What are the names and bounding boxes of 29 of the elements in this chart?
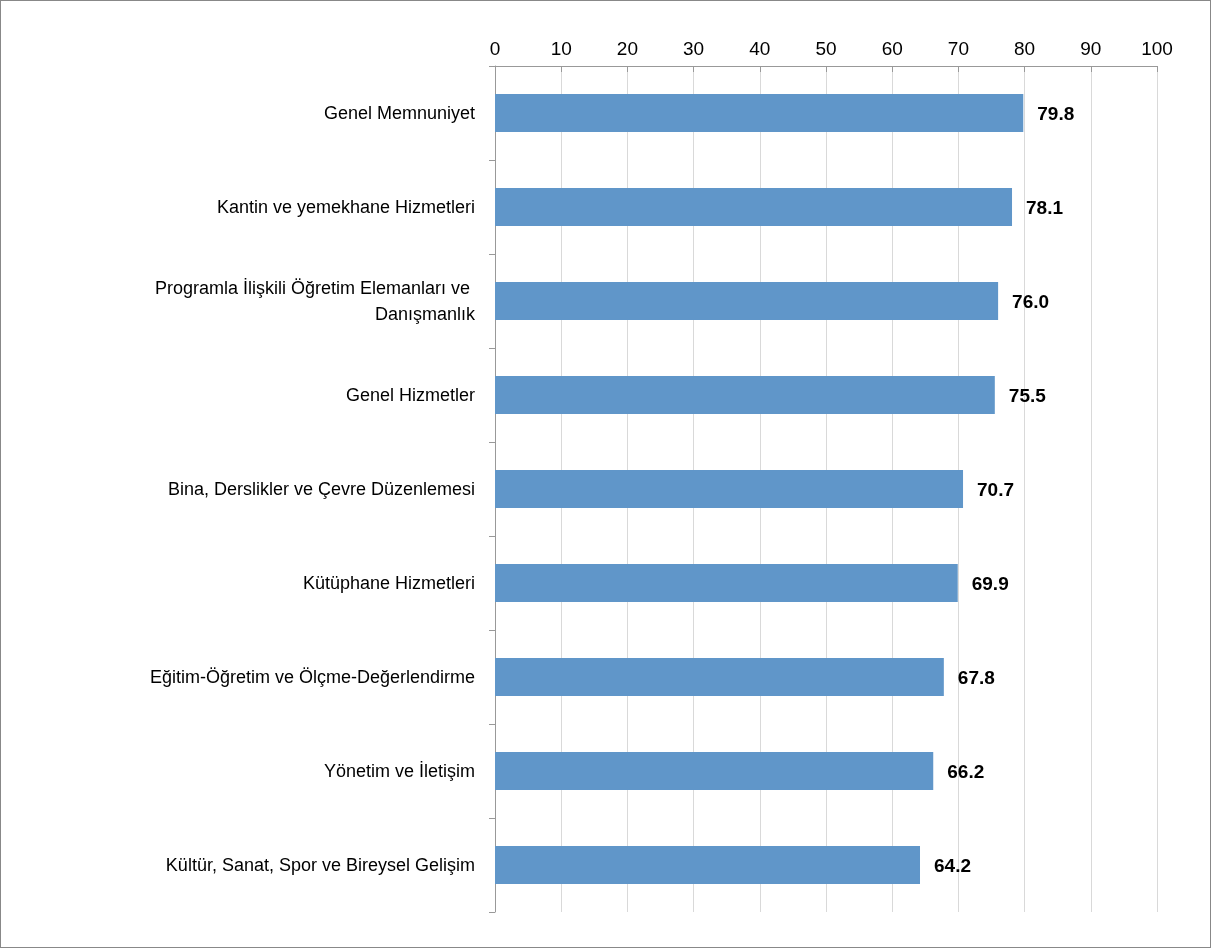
x-tick-label: 10 [550, 38, 572, 59]
data-label: 78.1 [1026, 196, 1064, 218]
y-tick-label: Genel Memnuniyet [323, 103, 475, 123]
y-tick-label: Genel Hizmetler [345, 385, 475, 405]
y-tick-label: Bina, Derslikler ve Çevre Düzenlemesi [167, 479, 475, 499]
data-label: 64.2 [934, 854, 971, 876]
data-label: 67.8 [957, 666, 995, 688]
x-tick-label: 20 [616, 38, 638, 59]
y-tick-label: Programla İlişkili Öğretim Elemanları ve Danışmanlık [154, 278, 476, 324]
x-tick-label: 90 [1080, 38, 1102, 59]
x-tick-label: 70 [947, 38, 969, 59]
y-tick-label: Kültür, Sanat, Spor ve Bireysel Gelişim [165, 855, 475, 875]
data-label: 76.0 [1012, 290, 1050, 312]
data-label: 66.2 [947, 760, 985, 782]
data-label: 69.9 [971, 572, 1009, 594]
x-tick-label: 100 [1141, 38, 1173, 59]
x-tick-label: 40 [749, 38, 771, 59]
x-tick-label: 0 [489, 38, 501, 59]
x-tick-label: 60 [881, 38, 903, 59]
x-tick-label: 30 [683, 38, 705, 59]
x-tick-label: 80 [1014, 38, 1036, 59]
data-label: 79.8 [1037, 102, 1075, 124]
y-tick-label: Yönetim ve İletişim [323, 761, 475, 781]
data-label: 75.5 [1008, 384, 1047, 406]
y-tick-label: Kütüphane Hizmetleri [302, 573, 475, 593]
y-tick-label: Eğitim-Öğretim ve Ölçme-Değerlendirme [149, 667, 475, 687]
x-tick-label: 50 [815, 38, 837, 59]
y-tick-label: Kantin ve yemekhane Hizmetleri [216, 197, 475, 217]
data-label: 70.7 [977, 478, 1015, 500]
